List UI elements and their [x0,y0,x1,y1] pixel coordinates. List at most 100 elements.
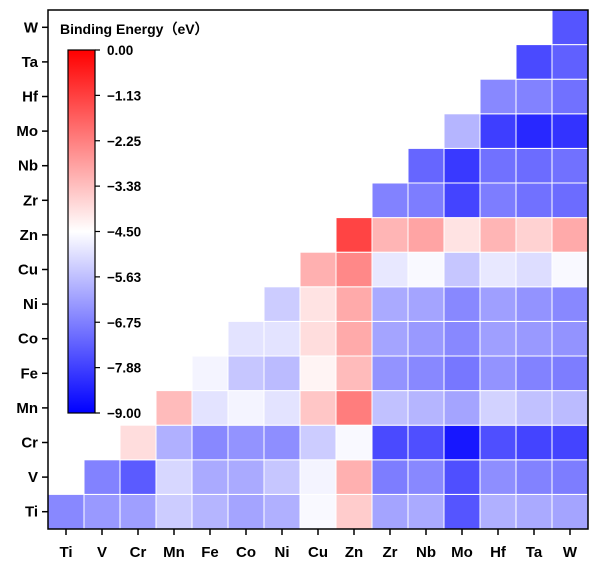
heatmap-cell-Mn-Mn [155,390,193,426]
heatmap-cell-Mn-W [551,390,589,426]
y-tick-label: Co [18,331,38,348]
heatmap-cell-Zr-Nb [407,182,445,219]
heatmap-cell-V-W [551,459,589,495]
y-tick-label: Zr [23,192,38,209]
heatmap-cell-Nb-Mo [443,147,481,184]
y-tick-label: Fe [20,365,38,382]
heatmap-cell-Co-Ta [515,320,553,357]
heatmap-cell-W-W [551,9,589,46]
x-tick-label: Cr [130,544,147,561]
x-tick-label: Mn [163,544,185,561]
heatmap-cell-Ni-Zn [335,286,373,322]
heatmap-cell-Cu-Mo [443,251,481,288]
heatmap-cell-Cr-Zr [371,424,409,461]
heatmap-cell-Mn-Nb [407,390,445,426]
x-tick-label: Cu [308,544,328,561]
heatmap-cell-Nb-Hf [479,147,517,184]
x-tick-label: Hf [490,544,507,561]
heatmap-cell-Mo-Ta [515,113,553,149]
heatmap-cell-V-Hf [479,459,517,495]
heatmap-cell-Zn-Ta [515,217,553,253]
heatmap-cell-Ti-Ni [263,493,301,530]
heatmap-cell-Cr-Nb [407,424,445,461]
heatmap-cell-Mn-Ta [515,390,553,426]
heatmap-cell-Cr-Mo [443,424,481,461]
heatmap-cell-Fe-Zn [335,355,373,392]
heatmap-cell-Co-Hf [479,320,517,357]
x-tick-label: V [97,544,107,561]
colorbar-tick-label: −6.75 [107,315,142,330]
heatmap-cell-Ti-V [83,493,121,530]
x-axis-ticks: Ti V Cr Mn Fe Co Ni Cu Zn Zr Nb Mo Hf Ta W [59,529,578,561]
heatmap-cell-Co-Mo [443,320,481,357]
heatmap-cell-Zn-Hf [479,217,517,253]
heatmap-cell-Nb-Nb [407,147,445,184]
colorbar-tick-label: 0.00 [107,43,133,58]
heatmap-cell-Ni-Cu [299,286,337,322]
heatmap-cell-Hf-Hf [479,78,517,115]
colorbar-tick-label: −2.25 [107,134,142,149]
heatmap-cell-Zn-W [551,217,589,253]
heatmap-cell-Ti-Cr [119,493,157,530]
x-tick-label: W [563,544,578,561]
heatmap-cell-Cr-Mn [155,424,193,461]
x-tick-label: Zn [345,544,363,561]
heatmap-cells [47,9,589,530]
heatmap-cell-Fe-Co [227,355,265,392]
heatmap-cell-Ta-W [551,44,589,80]
y-tick-label: Hf [22,89,39,106]
heatmap-cell-Ta-Ta [515,44,553,80]
heatmap-cell-Ni-W [551,286,589,322]
heatmap-cell-V-Ta [515,459,553,495]
heatmap-cell-Cr-Ni [263,424,301,461]
heatmap-cell-Mo-Mo [443,113,481,149]
heatmap-cell-Ti-Ta [515,493,553,530]
heatmap-cell-Ti-Hf [479,493,517,530]
heatmap-cell-Mo-Hf [479,113,517,149]
heatmap-cell-Fe-Ta [515,355,553,392]
heatmap-cell-Cr-Ta [515,424,553,461]
heatmap-cell-Mo-W [551,113,589,149]
x-tick-label: Ti [59,544,72,561]
heatmap-cell-Fe-Mo [443,355,481,392]
heatmap-cell-Ti-W [551,493,589,530]
heatmap-cell-Ti-Zr [371,493,409,530]
heatmap-cell-Cu-Nb [407,251,445,288]
y-tick-label: Ta [22,54,39,71]
heatmap-cell-Co-Zr [371,320,409,357]
colorbar-tick-label: −5.63 [107,270,142,285]
heatmap-cell-Mn-Hf [479,390,517,426]
heatmap-cell-Cu-Hf [479,251,517,288]
heatmap-cell-Cu-Zn [335,251,373,288]
heatmap-cell-Hf-Ta [515,78,553,115]
heatmap-cell-Fe-W [551,355,589,392]
x-tick-label: Fe [201,544,219,561]
heatmap-cell-Co-Zn [335,320,373,357]
heatmap-cell-V-Nb [407,459,445,495]
heatmap-cell-Hf-W [551,78,589,115]
heatmap-cell-Cu-W [551,251,589,288]
heatmap-cell-Cr-Co [227,424,265,461]
heatmap-cell-Mn-Fe [191,390,229,426]
heatmap-cell-Mn-Zn [335,390,373,426]
heatmap-cell-Nb-Ta [515,147,553,184]
heatmap-cell-V-Cr [119,459,157,495]
heatmap-cell-Ni-Zr [371,286,409,322]
heatmap-cell-Co-Nb [407,320,445,357]
x-tick-label: Ta [526,544,543,561]
x-tick-label: Co [236,544,256,561]
heatmap-cell-Ti-Fe [191,493,229,530]
heatmap-cell-Ti-Mn [155,493,193,530]
heatmap-cell-Co-W [551,320,589,357]
heatmap-cell-Zr-W [551,182,589,219]
heatmap-cell-Mn-Zr [371,390,409,426]
heatmap-cell-V-Mn [155,459,193,495]
colorbar-tick-label: −7.88 [107,361,142,376]
colorbar-tick-label: −1.13 [107,88,142,103]
y-tick-label: Ti [25,504,38,521]
heatmap-cell-Fe-Ni [263,355,301,392]
colorbar-tick-label: −4.50 [107,225,141,240]
heatmap-cell-Cr-Fe [191,424,229,461]
heatmap-cell-Co-Co [227,320,265,357]
